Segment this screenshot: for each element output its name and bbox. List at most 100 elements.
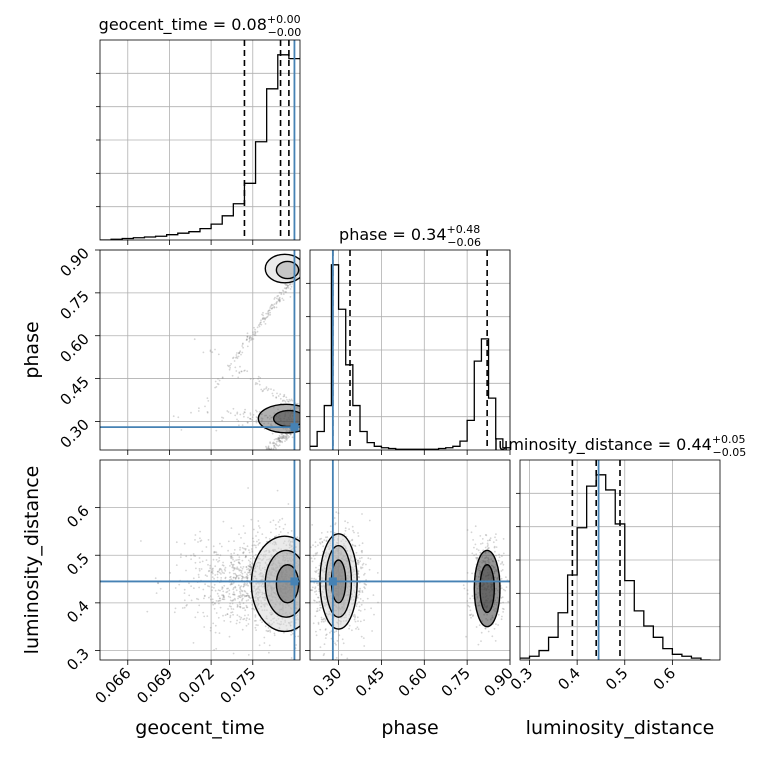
panel-phase-vs-geocent_time-point-23 [247, 470, 249, 472]
panel-phase-vs-geocent_time-point-316 [273, 303, 276, 305]
panel-luminosity_distance-vs-phase-point-614 [329, 631, 331, 634]
panel-luminosity_distance-vs-geocent_time-point-289 [201, 560, 204, 563]
panel-luminosity_distance-vs-phase-point-1220 [314, 552, 317, 555]
panel-phase-vs-geocent_time-point-116 [284, 435, 286, 437]
xlabel-geocent_time: geocent_time [135, 717, 264, 739]
panel-luminosity_distance-vs-geocent_time-point-711 [252, 555, 254, 558]
panel-luminosity_distance-vs-phase-point-1124 [316, 551, 319, 554]
panel-luminosity_distance-vs-phase-point-1305 [462, 584, 465, 587]
panel-phase-vs-geocent_time-point-44 [271, 442, 274, 445]
panel-luminosity_distance-vs-geocent_time-point-634 [241, 628, 244, 631]
panel-luminosity_distance-vs-phase-point-256 [501, 596, 504, 598]
panel-luminosity_distance-vs-phase-point-1113 [495, 546, 498, 548]
panel-luminosity_distance-vs-geocent_time-point-590 [275, 535, 278, 538]
panel-phase-vs-geocent_time-point-206 [246, 468, 248, 470]
panel-luminosity_distance-vs-phase-point-355 [502, 608, 505, 611]
panel-phase-vs-geocent_time-point-455 [262, 314, 264, 317]
panel-luminosity_distance-vs-geocent_time-point-1242 [242, 593, 244, 596]
panel-luminosity_distance-vs-phase-point-1314 [499, 563, 502, 565]
panel-phase-vs-geocent_time-point-597 [241, 474, 243, 476]
panel-luminosity_distance-vs-geocent_time-point-1360 [244, 582, 246, 585]
panel-luminosity_distance-vs-geocent_time-point-209 [241, 577, 243, 580]
panel-luminosity_distance-vs-geocent_time-point-576 [226, 613, 229, 615]
panel-luminosity_distance-vs-phase-point-506 [495, 554, 497, 557]
panel-phase-vs-geocent_time-point-406 [237, 352, 240, 355]
panel-luminosity_distance-vs-phase-point-949 [500, 570, 503, 572]
panel-phase-vs-geocent_time-point-220 [265, 447, 268, 449]
panel-luminosity_distance-vs-geocent_time-point-99 [241, 607, 244, 610]
panel-phase-vs-geocent_time-point-290 [281, 297, 284, 300]
panel-luminosity_distance-vs-phase-point-316 [353, 618, 356, 621]
panel-phase-vs-geocent_time-point-209 [244, 369, 246, 372]
panel-luminosity_distance-vs-geocent_time-point-685 [237, 568, 240, 571]
panel-phase-vs-geocent_time-point-696 [279, 440, 281, 442]
panel-luminosity_distance-vs-geocent_time-point-1350 [219, 567, 222, 570]
panel-phase-vs-geocent_time-point-419 [267, 445, 270, 448]
panel-luminosity_distance-vs-phase-point-962 [476, 548, 478, 550]
panel-luminosity_distance-vs-phase-point-101 [355, 627, 357, 630]
panel-phase-vs-geocent_time-point-217 [290, 398, 293, 401]
panel-phase-vs-geocent_time-point-276 [232, 485, 234, 487]
panel-luminosity_distance-vs-geocent_time-point-878 [244, 614, 246, 617]
panel-phase-vs-geocent_time-point-523 [275, 396, 278, 399]
panel-luminosity_distance-vs-phase-point-1185 [476, 559, 479, 561]
panel-luminosity_distance-vs-geocent_time-point-1366 [173, 611, 176, 614]
panel-phase-vs-geocent_time-point-544 [273, 305, 276, 308]
panel-luminosity_distance-vs-geocent_time-point-764 [203, 626, 206, 628]
panel-phase-vs-geocent_time-point-252 [262, 456, 264, 458]
panel-luminosity_distance-vs-phase-point-1084 [363, 608, 366, 611]
panel-luminosity_distance-vs-geocent_time-point-827 [246, 545, 249, 548]
panel-luminosity_distance-vs-phase-point-683 [476, 557, 479, 560]
panel-phase-vs-geocent_time-point-489 [239, 471, 241, 473]
panel-luminosity_distance-vs-phase-point-1203 [357, 573, 360, 575]
panel-luminosity_distance-vs-phase-point-609 [357, 532, 359, 534]
panel-luminosity_distance-vs-geocent_time-point-77 [233, 593, 236, 596]
panel-phase-vs-geocent_time-point-132 [267, 313, 269, 315]
panel-luminosity_distance-vs-phase-point-1343 [352, 529, 354, 532]
panel-luminosity_distance-vs-geocent_time-point-135 [213, 586, 215, 589]
panel-luminosity_distance-vs-phase-point-369 [474, 525, 477, 528]
yaxis-phase-ytick-label-4: 0.90 [56, 244, 92, 280]
panel-phase-vs-geocent_time-point-17 [278, 297, 281, 300]
panel-phase-vs-geocent_time-point-143 [272, 453, 274, 455]
panel-luminosity_distance-vs-phase-point-974 [358, 544, 361, 547]
panel-phase-vs-geocent_time-point-196 [247, 469, 249, 471]
panel-luminosity_distance-vs-phase-point-685 [350, 667, 352, 669]
panel-luminosity_distance-vs-geocent_time-point-1218 [245, 606, 248, 609]
panel-luminosity_distance-vs-geocent_time-point-86 [290, 530, 293, 532]
panel-phase-vs-geocent_time-point-370 [241, 469, 243, 471]
panel-phase-vs-geocent_time-point-68 [263, 454, 265, 456]
panel-luminosity_distance-vs-geocent_time-point-1164 [238, 558, 241, 561]
panel-luminosity_distance-vs-phase-point-1117 [357, 570, 360, 573]
panel-luminosity_distance-vs-phase-point-995 [320, 618, 323, 621]
panel-luminosity_distance-vs-geocent_time-point-483 [247, 623, 250, 625]
panel-luminosity_distance-vs-geocent_time-point-1172 [254, 544, 257, 547]
panel-luminosity_distance-vs-geocent_time-point-1120 [245, 566, 248, 568]
panel-luminosity_distance-vs-phase-point-786 [474, 543, 477, 546]
panel-luminosity_distance-vs-phase-point-1326 [353, 531, 355, 534]
panel-phase-vs-geocent_time-point-369 [265, 386, 268, 389]
panel-luminosity_distance-vs-geocent_time-point-782 [244, 532, 247, 534]
panel-phase-vs-geocent_time-point-96 [257, 463, 259, 465]
panel-luminosity_distance-vs-geocent_time-point-743 [239, 605, 242, 608]
panel-luminosity_distance-vs-geocent_time-point-864 [227, 595, 230, 598]
panel-phase-vs-geocent_time-point-172 [242, 469, 244, 471]
panel-phase-vs-geocent_time-point-583 [209, 350, 212, 353]
panel-luminosity_distance-vs-geocent_time-point-882 [240, 575, 243, 577]
panel-luminosity_distance-vs-geocent_time-point-607 [174, 607, 177, 610]
panel-luminosity_distance-vs-geocent_time-point-134 [241, 559, 244, 562]
panel-luminosity_distance-vs-geocent_time-point-709 [228, 605, 231, 607]
panel-luminosity_distance-vs-phase-point-64 [484, 627, 487, 630]
panel-luminosity_distance-vs-phase-point-1356 [482, 549, 485, 552]
panel-luminosity_distance-vs-geocent_time-point-237 [221, 564, 224, 566]
yaxis-luminosity_distance-ytick-label-2: 0.5 [63, 549, 93, 579]
panel-luminosity_distance-vs-phase-point-697 [318, 609, 321, 611]
panel-luminosity_distance-vs-geocent_time-point-480 [214, 602, 216, 605]
panel-phase-vs-geocent_time-point-34 [250, 467, 252, 469]
panel-luminosity_distance-vs-phase-point-127 [351, 539, 353, 542]
panel-luminosity_distance-vs-phase-point-489 [362, 637, 365, 639]
panel-phase-vs-geocent_time-point-275 [221, 376, 224, 379]
panel-phase-vs-geocent_time-point-146 [281, 436, 284, 439]
panel-luminosity_distance-vs-geocent_time-contours [250, 535, 300, 633]
panel-luminosity_distance-vs-geocent_time-point-197 [181, 607, 184, 609]
